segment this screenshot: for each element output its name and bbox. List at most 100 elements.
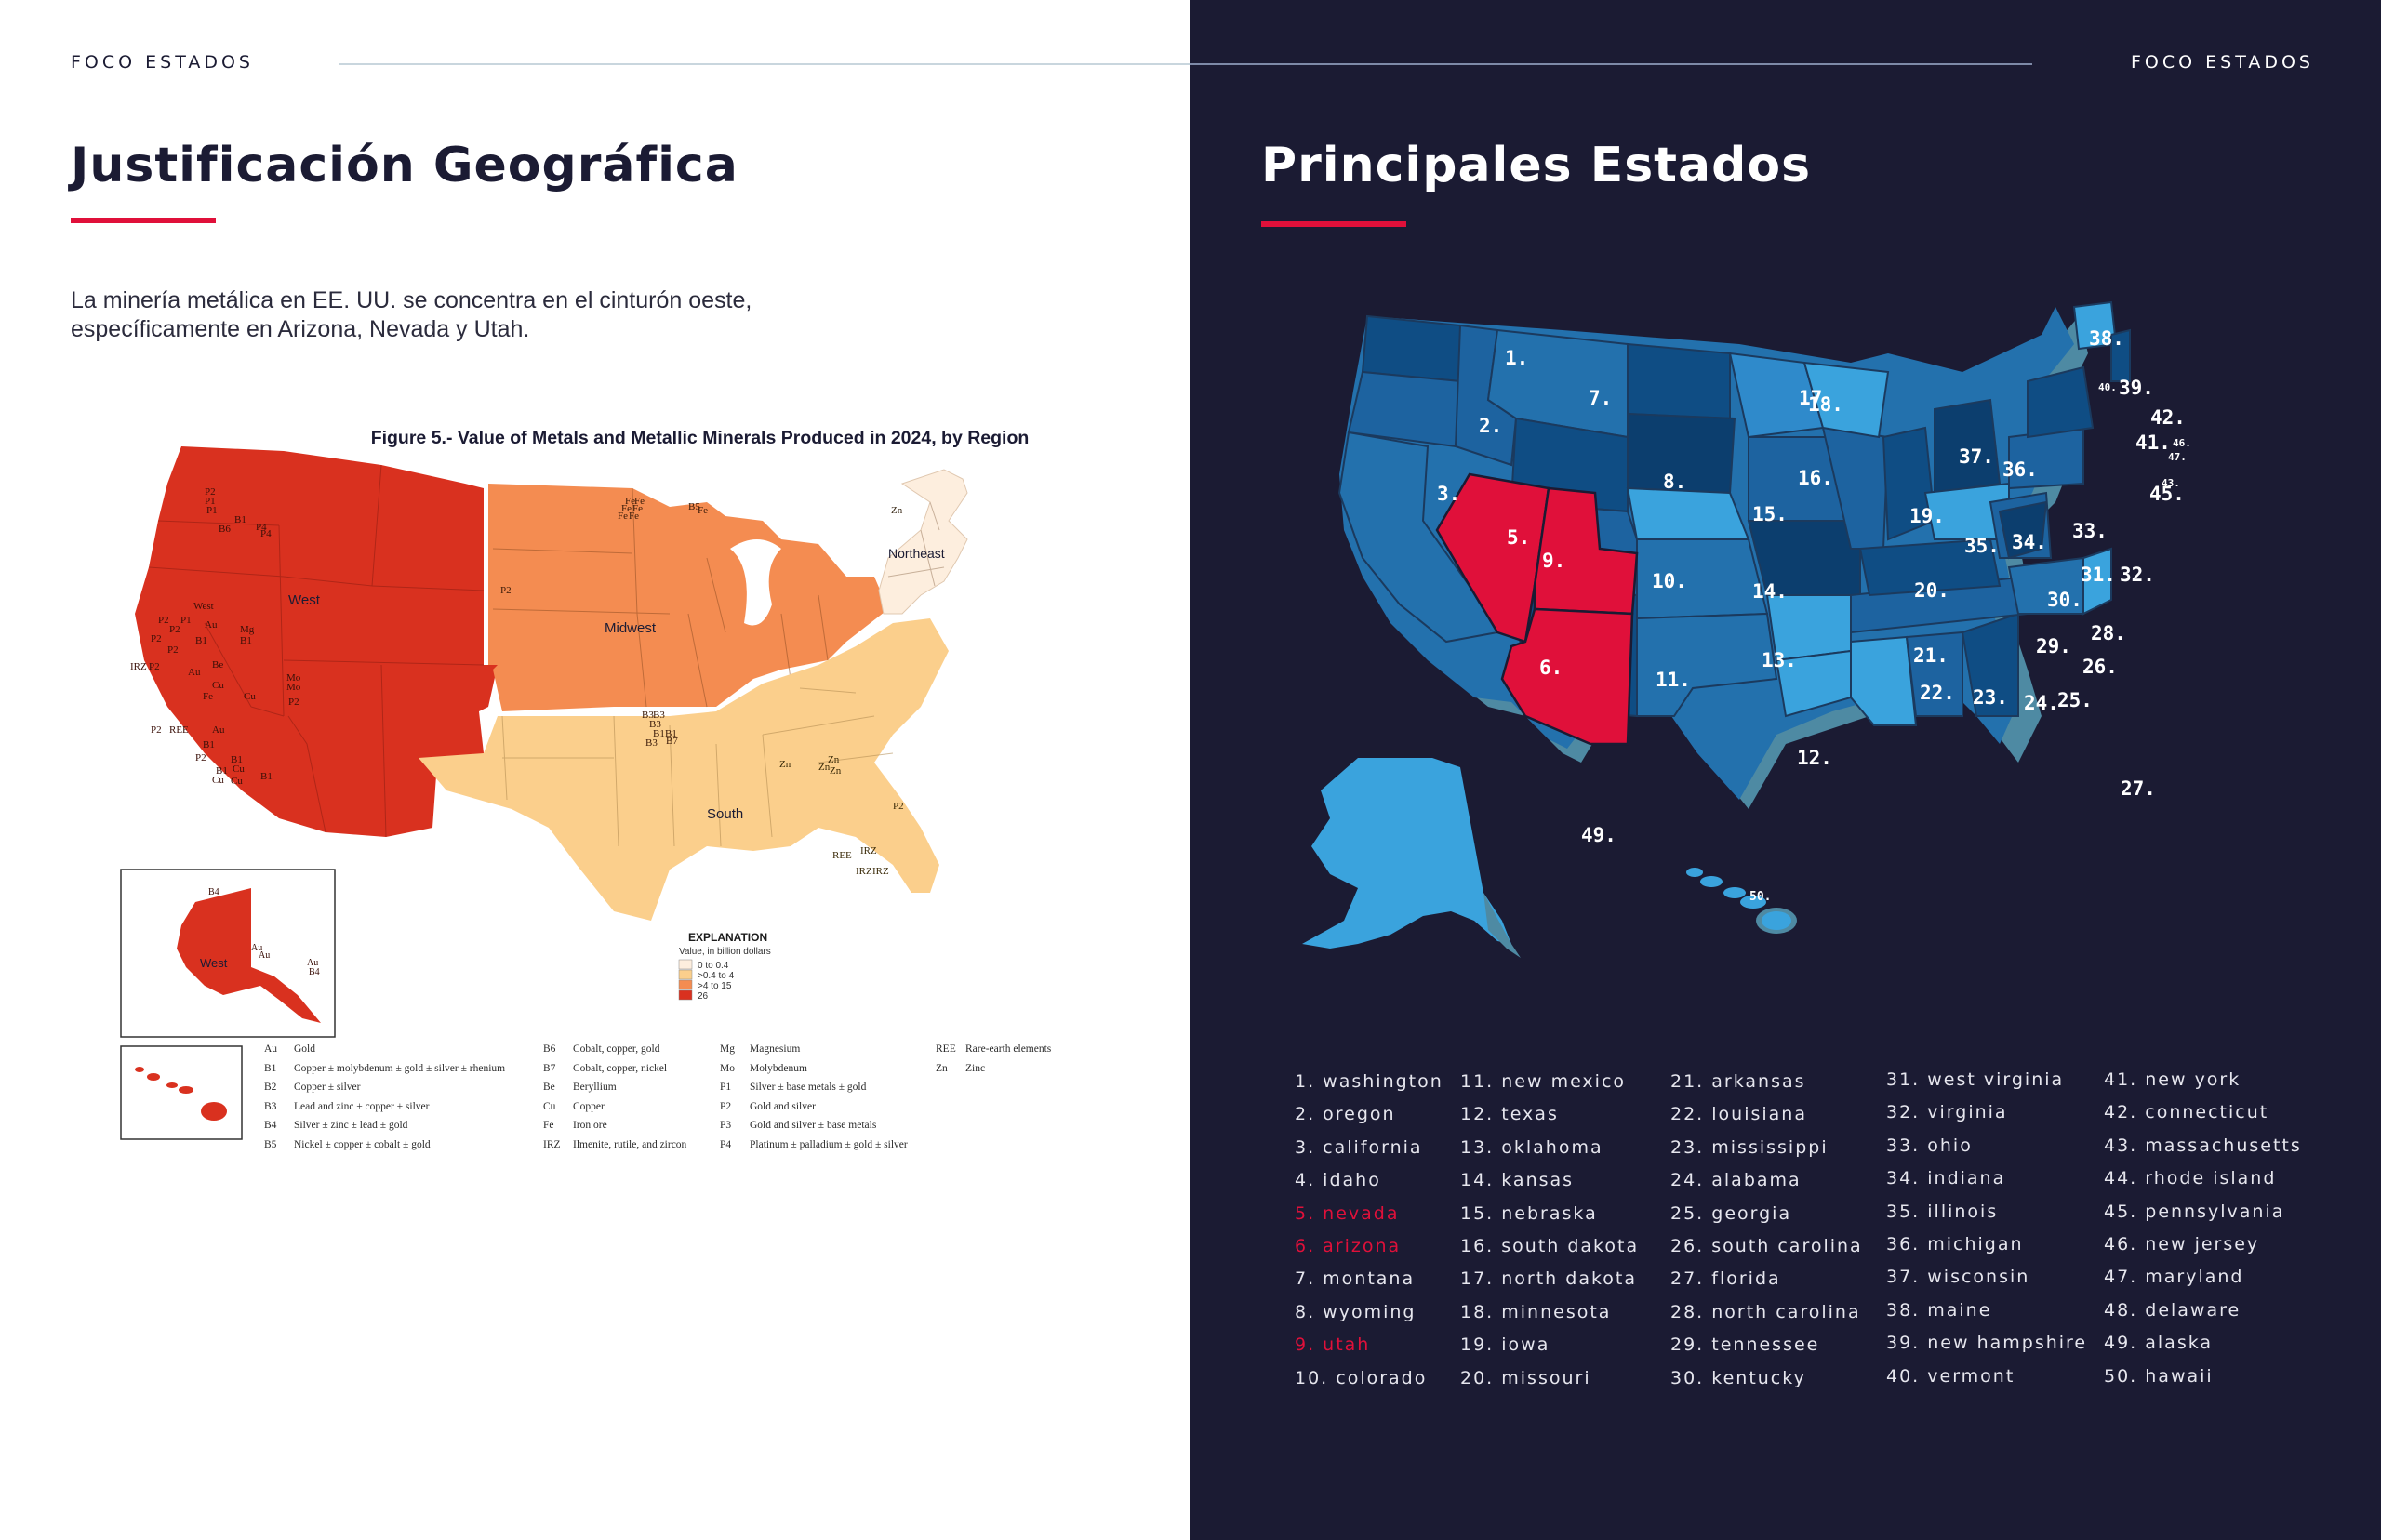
- state-list-item: 7. montana: [1295, 1268, 1416, 1290]
- state-list-column-5: 41. new york 42. connecticut 43. massachus…: [2104, 1069, 2302, 1399]
- legend-item: P3 Gold and silver ± base metals: [720, 1120, 876, 1131]
- legend-label: Gold and silver ± base metals: [750, 1120, 877, 1131]
- commodity-label: P2: [151, 633, 162, 644]
- legend-code: B5: [264, 1138, 277, 1150]
- great-lakes: [730, 539, 781, 626]
- map-state-number: 10.: [1652, 570, 1687, 592]
- commodity-labels-northeast: Zn: [891, 505, 903, 516]
- commodity-label: P2: [500, 585, 512, 596]
- map-state-number: 33.: [2072, 520, 2108, 542]
- map-state-number: 26.: [2082, 656, 2118, 678]
- state-list-item: 10. colorado: [1295, 1367, 1428, 1388]
- state-list-item: 25. georgia: [1670, 1202, 1792, 1224]
- state-list-item: 42. connecticut: [2104, 1102, 2269, 1123]
- commodity-label: Fe: [625, 496, 635, 507]
- commodity-label: Fe: [621, 503, 632, 514]
- us-states-map: 1. 2. 3. 5. 6. 7. 8. 9. 10. 11. 12. 13. 14. 15. 16. 17.…: [1302, 300, 2191, 958]
- commodity-label: B4: [208, 887, 219, 897]
- label-northeast: Northeast: [888, 546, 945, 561]
- commodity-label: Zn: [828, 754, 840, 765]
- state-list-item: 50. hawaii: [2104, 1365, 2214, 1387]
- state-list-item: 47. maryland: [2104, 1267, 2244, 1288]
- commodity-label: Zn: [891, 505, 903, 516]
- state-list-item: 3. california: [1295, 1136, 1423, 1158]
- commodity-label: P2: [205, 486, 216, 498]
- state-list-item: 18. minnesota: [1460, 1301, 1612, 1322]
- commodity-label: B3: [653, 710, 665, 721]
- state-list-item: 41. new york: [2104, 1069, 2241, 1090]
- map-state-number: 46.: [2173, 437, 2191, 449]
- legend-item: P2 Gold and silver: [720, 1101, 816, 1112]
- state-list-item: 9. utah: [1295, 1334, 1371, 1356]
- legend-item: B4 Silver ± zinc ± lead ± gold: [264, 1120, 407, 1131]
- legend-code: Mg: [720, 1043, 735, 1055]
- state-list-item: 27. florida: [1670, 1268, 1781, 1290]
- legend-label: Cobalt, copper, nickel: [573, 1062, 668, 1074]
- label-south: South: [707, 806, 743, 822]
- explanation-swatch: [678, 959, 693, 970]
- commodity-label: B1: [240, 635, 252, 646]
- map-state-number: 18.: [1808, 393, 1843, 416]
- legend-label: Nickel ± copper ± cobalt ± gold: [294, 1138, 431, 1150]
- label-midwest: Midwest: [605, 620, 657, 636]
- highlighted-states: [1435, 472, 1639, 746]
- state-list-item: 24. alabama: [1670, 1170, 1802, 1191]
- map-state-number: 47.: [2168, 451, 2187, 463]
- map-state-number: 24.: [2024, 692, 2059, 714]
- state-list-column-2: 11. new mexico 12. texas 13. oklahoma 14. k…: [1460, 1071, 1639, 1401]
- state-list-item: 21. arkansas: [1670, 1071, 1806, 1092]
- legend-code: B6: [543, 1043, 556, 1055]
- region-west: [135, 446, 498, 837]
- legend-code: Au: [264, 1043, 278, 1055]
- explanation-title: EXPLANATION: [688, 931, 767, 944]
- map-state-number: 39.: [2119, 377, 2154, 399]
- map-state-number: 1.: [1505, 347, 1528, 369]
- legend-code: P1: [720, 1082, 732, 1093]
- alaska-shadow: [1483, 893, 1521, 958]
- state-list-item: 45. pennsylvania: [2104, 1201, 2285, 1222]
- map-state-number: 12.: [1797, 747, 1832, 769]
- state-list-column-3: 21. arkansas 22. louisiana 23. mississippi…: [1670, 1071, 1863, 1401]
- legend-code: P3: [720, 1120, 732, 1131]
- state-list-item: 6. arizona: [1295, 1235, 1402, 1256]
- commodity-label: Mo: [286, 682, 301, 693]
- commodity-label: Au: [259, 950, 270, 961]
- commodity-label: B1: [665, 728, 677, 739]
- header-rule-left: [339, 63, 1190, 65]
- map-state-number: 28.: [2091, 622, 2126, 644]
- commodity-label: Fe: [634, 496, 645, 507]
- map-state-number: 21.: [1913, 644, 1949, 667]
- legend-label: Silver ± zinc ± lead ± gold: [294, 1120, 408, 1131]
- commodity-label: B1: [231, 754, 243, 765]
- legend-code: Mo: [720, 1062, 735, 1074]
- left-page: FOCO ESTADOS Justificación Geográfica La…: [0, 0, 1190, 1540]
- header-rule-right: [1190, 63, 2032, 65]
- legend-label: Silver ± base metals ± gold: [750, 1082, 867, 1093]
- map-state-number: 20.: [1914, 579, 1949, 602]
- state-list-column-1: 1. washington 2. oregon 3. california 4. id…: [1295, 1071, 1443, 1401]
- commodity-label: P2: [195, 752, 206, 763]
- legend-label: Zinc: [965, 1062, 986, 1074]
- commodity-label: Zn: [830, 765, 842, 777]
- state-list-item: 1. washington: [1295, 1071, 1443, 1092]
- legend-item: Cu Copper: [543, 1101, 605, 1112]
- state-list-item: 13. oklahoma: [1460, 1136, 1603, 1158]
- commodity-label: B3: [642, 710, 654, 721]
- legend-label: Gold: [294, 1043, 315, 1055]
- legend-item: Mg Magnesium: [720, 1043, 800, 1055]
- map-state-number: 5.: [1507, 526, 1530, 549]
- commodity-label: Fe: [618, 511, 628, 522]
- legend-label: Beryllium: [573, 1082, 617, 1093]
- state-list-item: 26. south carolina: [1670, 1235, 1863, 1256]
- legend-label: Copper: [573, 1100, 605, 1112]
- map-state-number: 49.: [1581, 824, 1616, 846]
- commodity-label: P2: [158, 615, 169, 626]
- map-state-number: 22.: [1920, 682, 1955, 704]
- hawaii-shape: [1686, 868, 1797, 934]
- alaska-shape: [177, 888, 321, 1023]
- map-state-number: 19.: [1909, 505, 1945, 527]
- midwest-borders: [492, 487, 829, 708]
